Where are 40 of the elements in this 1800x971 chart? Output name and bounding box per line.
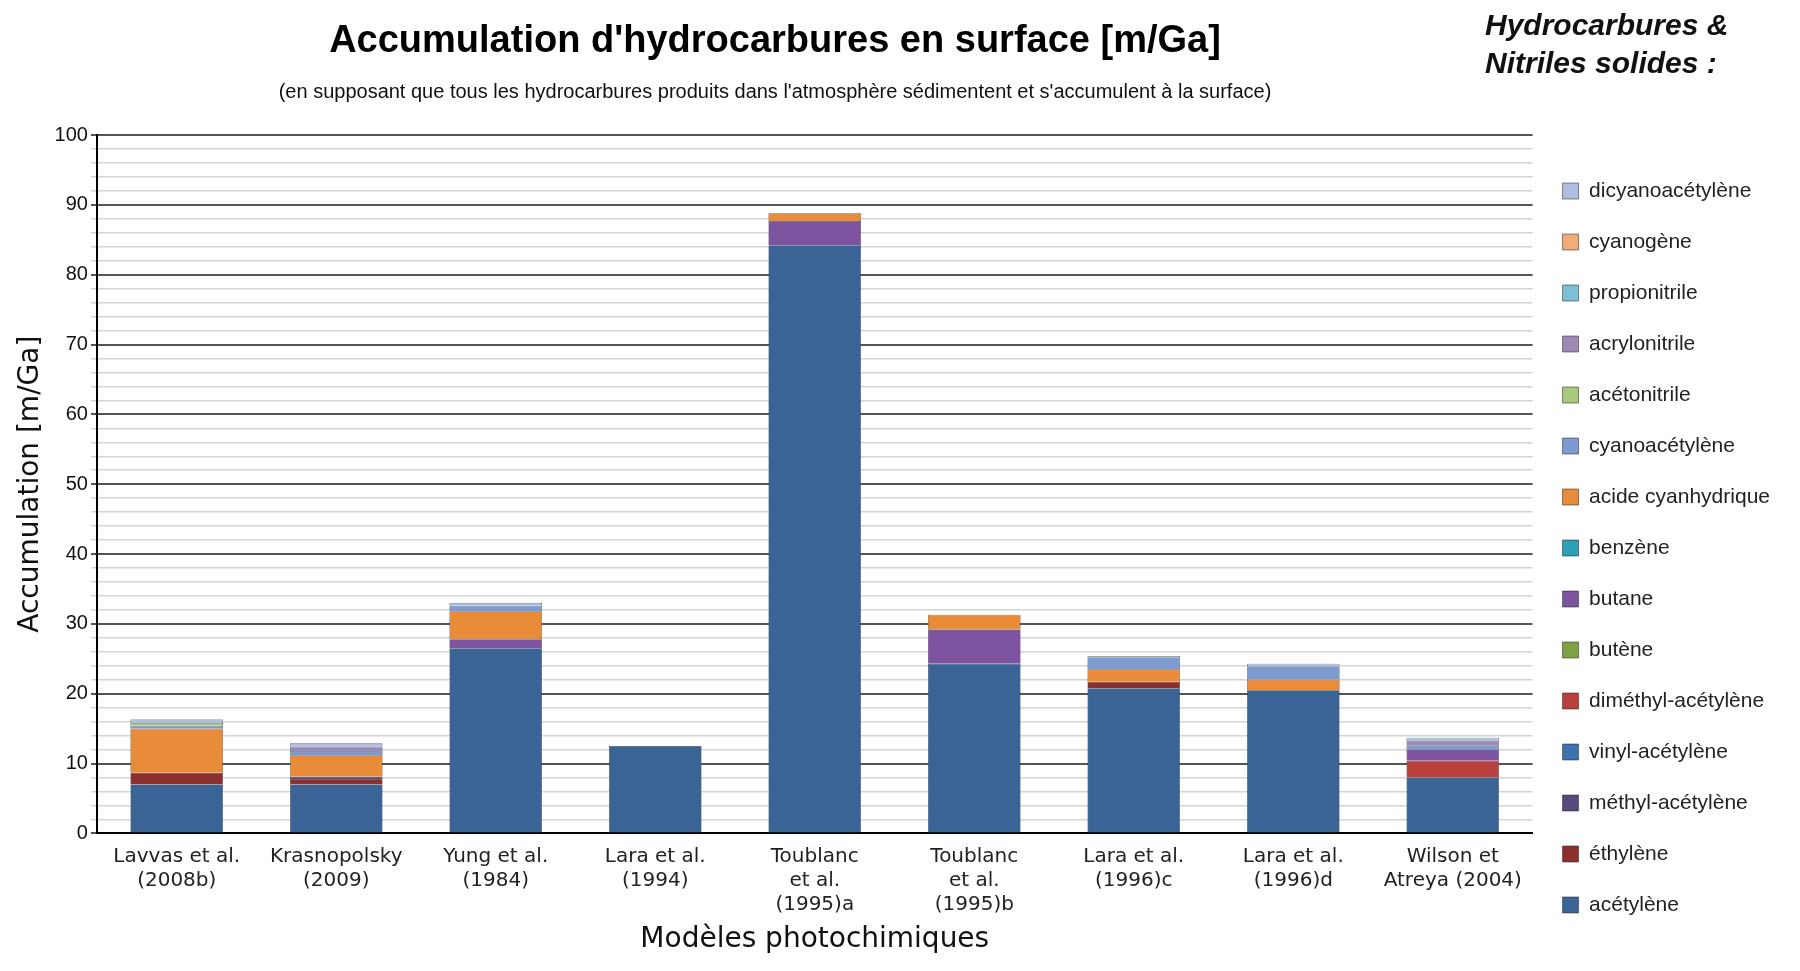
x-tick-label: Lavvas et al. (2008b) xyxy=(113,842,241,891)
x-tick-label: Krasnopolsky (2009) xyxy=(269,842,403,891)
x-tick-label: Toublanc et al. (1995)b xyxy=(929,842,1019,915)
y-tick-label: 80 xyxy=(65,262,88,285)
chart-title: Accumulation d'hydrocarbures en surface [m/Ga] xyxy=(328,18,1222,61)
legend-label: butane xyxy=(1589,585,1654,609)
x-tick-label: Lara et al. (1994) xyxy=(604,842,706,891)
x-tick-label: Wilson et Atreya (2004) xyxy=(1383,842,1522,891)
x-tick-label: Yung et al. (1984) xyxy=(442,842,549,891)
legend-label: benzène xyxy=(1589,534,1670,558)
legend-label: dicyanoacétylène xyxy=(1589,177,1752,201)
y-tick-label: 0 xyxy=(76,820,88,843)
y-tick-label: 90 xyxy=(65,192,88,215)
y-tick-label: 70 xyxy=(65,332,88,355)
legend-label: diméthyl-acétylène xyxy=(1589,687,1765,711)
legend-label: acrylonitrile xyxy=(1589,330,1696,354)
y-tick-label: 50 xyxy=(65,471,88,494)
legend-label: propionitrile xyxy=(1589,279,1698,303)
y-tick-label: 100 xyxy=(54,122,88,145)
legend-title: Hydrocarbures & Nitriles solides : xyxy=(1485,7,1730,81)
legend-label: cyanogène xyxy=(1589,228,1692,252)
legend-label: acide cyanhydrique xyxy=(1589,483,1770,507)
y-tick-label: 40 xyxy=(65,541,88,564)
y-tick-label: 30 xyxy=(65,611,88,634)
y-axis-title: Accumulation [m/Ga] xyxy=(12,335,46,633)
chart-subtitle: (en supposant que tous les hydrocarbures produits dans l'atmosphère sédimentent et s'accumulent à la surface) xyxy=(277,80,1273,103)
x-tick-label: Lara et al. (1996)c xyxy=(1083,842,1185,891)
x-axis-title: Modèles photochimiques xyxy=(640,921,990,955)
y-tick-label: 10 xyxy=(65,751,88,774)
legend-label: butène xyxy=(1589,636,1654,660)
legend-label: éthylène xyxy=(1589,840,1669,864)
x-tick-label: Lara et al. (1996)d xyxy=(1242,842,1344,891)
y-tick-label: 20 xyxy=(65,681,88,704)
y-tick-label: 60 xyxy=(65,401,88,424)
legend-label: vinyl-acétylène xyxy=(1589,738,1728,762)
legend-label: acétonitrile xyxy=(1589,381,1691,405)
legend-label: méthyl-acétylène xyxy=(1589,789,1748,813)
x-tick-label: Toublanc et al. (1995)a xyxy=(769,842,859,915)
legend-label: cyanoacétylène xyxy=(1589,432,1735,456)
legend-label: acétylène xyxy=(1589,891,1679,915)
